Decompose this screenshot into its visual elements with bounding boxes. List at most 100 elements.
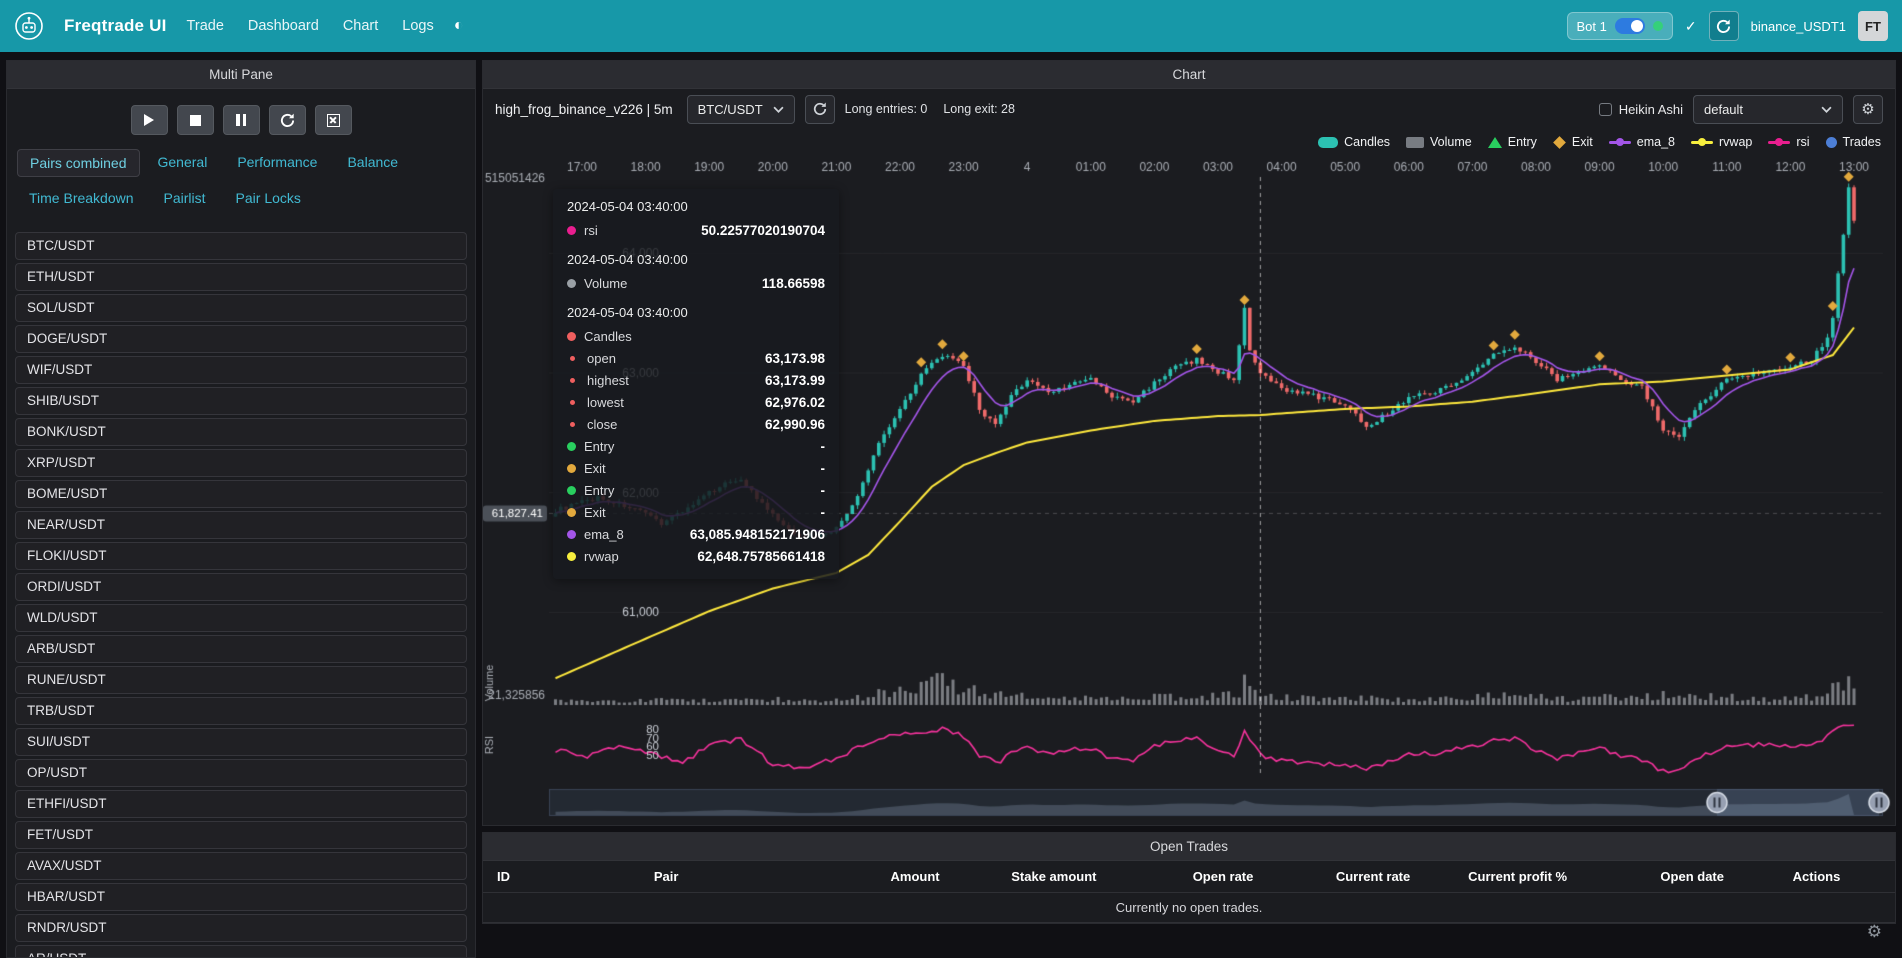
user-avatar[interactable]: FT: [1858, 11, 1888, 41]
triangle-swatch: [1487, 136, 1502, 148]
legend-label: Exit: [1571, 135, 1593, 149]
stop-button[interactable]: [176, 105, 214, 135]
bot-controls: [7, 89, 475, 145]
chart-legend: Candles Volume Entry Exit ema_8 rvwap rsi Trade…: [483, 129, 1895, 155]
pair-list-item-sol-usdt[interactable]: SOL/USDT: [15, 294, 467, 322]
tab-general[interactable]: General: [157, 154, 208, 170]
price-chart-canvas[interactable]: [483, 155, 1897, 827]
pair-list-item-arb-usdt[interactable]: ARB/USDT: [15, 635, 467, 663]
sidebar-tabs: Pairs combined General Performance Balance …: [7, 145, 475, 225]
tab-balance[interactable]: Balance: [347, 154, 399, 170]
nav-link-logs[interactable]: Logs: [402, 18, 434, 34]
pair-list-item-op-usdt[interactable]: OP/USDT: [15, 759, 467, 787]
pair-list-item-bonk-usdt[interactable]: BONK/USDT: [15, 418, 467, 446]
col-id: ID: [497, 869, 510, 884]
chart-toolbar: high_frog_binance_v226 | 5m BTC/USDT Lon…: [483, 89, 1895, 129]
legend-entry[interactable]: Entry: [1487, 135, 1537, 149]
pair-list-item-eth-usdt[interactable]: ETH/USDT: [15, 263, 467, 291]
nav-link-chart[interactable]: Chart: [342, 18, 379, 34]
bot-toggle[interactable]: [1614, 18, 1645, 34]
open-trades-title: Open Trades: [483, 833, 1895, 861]
pair-list-item-trb-usdt[interactable]: TRB/USDT: [15, 697, 467, 725]
reload-config-button[interactable]: [268, 105, 306, 135]
pair-select-value: BTC/USDT: [697, 101, 763, 117]
diamond-swatch: [1553, 135, 1566, 149]
check-icon: ✓: [1684, 17, 1697, 34]
pair-list-item-wif-usdt[interactable]: WIF/USDT: [15, 356, 467, 384]
legend-rsi[interactable]: rsi: [1768, 135, 1810, 149]
pair-list-item-rndr-usdt[interactable]: RNDR/USDT: [15, 914, 467, 942]
long-exits-label: Long exit: 28: [943, 102, 1015, 116]
col-amount: Amount: [890, 869, 940, 884]
table-row: Currently no open trades.: [483, 892, 1895, 923]
pair-list-item-ethfi-usdt[interactable]: ETHFI/USDT: [15, 790, 467, 818]
pair-list-item-avax-usdt[interactable]: AVAX/USDT: [15, 852, 467, 880]
reload-icon: [280, 113, 294, 127]
line-swatch: [1608, 138, 1631, 146]
pair-list-item-shib-usdt[interactable]: SHIB/USDT: [15, 387, 467, 415]
pair-list-item-rune-usdt[interactable]: RUNE/USDT: [15, 666, 467, 694]
play-icon: [144, 114, 154, 126]
plot-config-select[interactable]: default: [1693, 94, 1843, 124]
pair-list-item-xrp-usdt[interactable]: XRP/USDT: [15, 449, 467, 477]
bot-selector[interactable]: Bot 1: [1566, 12, 1673, 40]
pair-list-item-sui-usdt[interactable]: SUI/USDT: [15, 728, 467, 756]
pair-list-item-wld-usdt[interactable]: WLD/USDT: [15, 604, 467, 632]
exchange-label: binance_USDT1: [1750, 18, 1846, 34]
pair-list-item-hbar-usdt[interactable]: HBAR/USDT: [15, 883, 467, 911]
legend-label: Trades: [1842, 135, 1881, 149]
legend-trades[interactable]: Trades: [1825, 135, 1881, 149]
pair-list-item-btc-usdt[interactable]: BTC/USDT: [15, 232, 467, 260]
chart-refresh-button[interactable]: [804, 94, 835, 124]
open-trades-panel: Open Trades ID Pair Amount Stake amount Open…: [482, 832, 1896, 924]
cancel-orders-button[interactable]: [314, 105, 352, 135]
legend-exit[interactable]: Exit: [1553, 135, 1593, 149]
col-stake-amount: Stake amount: [1011, 869, 1097, 884]
pair-list-item-floki-usdt[interactable]: FLOKI/USDT: [15, 542, 467, 570]
pair-list-item-ar-usdt[interactable]: AR/USDT: [15, 945, 467, 957]
line-swatch: [1691, 138, 1713, 146]
legend-label: Volume: [1430, 135, 1472, 149]
pair-list-item-ordi-usdt[interactable]: ORDI/USDT: [15, 573, 467, 601]
bot-name: Bot 1: [1576, 18, 1607, 34]
col-actions: Actions: [1792, 869, 1841, 884]
pair-select[interactable]: BTC/USDT: [686, 94, 795, 124]
strategy-label: high_frog_binance_v226 | 5m: [495, 101, 673, 117]
pair-list-item-fet-usdt[interactable]: FET/USDT: [15, 821, 467, 849]
tab-pair-locks[interactable]: Pair Locks: [235, 190, 301, 206]
refresh-icon: [813, 102, 826, 116]
theme-toggle-icon[interactable]: ◐: [453, 17, 464, 34]
gear-icon: ⚙: [1861, 101, 1875, 118]
legend-label: Entry: [1507, 135, 1537, 149]
empty-trades-message: Currently no open trades.: [483, 892, 1895, 923]
tab-time-breakdown[interactable]: Time Breakdown: [29, 190, 134, 206]
checkbox-box[interactable]: [1598, 102, 1612, 116]
legend-candles[interactable]: Candles: [1318, 135, 1390, 149]
legend-rvwap[interactable]: rvwap: [1691, 135, 1752, 149]
tab-pairlist[interactable]: Pairlist: [163, 190, 206, 206]
chart-title: Chart: [483, 61, 1895, 89]
heikin-ashi-checkbox[interactable]: Heikin Ashi: [1598, 102, 1683, 117]
legend-ema-8[interactable]: ema_8: [1608, 135, 1675, 149]
col-open-rate: Open rate: [1192, 869, 1254, 884]
legend-label: Candles: [1344, 135, 1391, 149]
pair-list-item-near-usdt[interactable]: NEAR/USDT: [15, 511, 467, 539]
multi-pane-title: Multi Pane: [7, 61, 475, 89]
nav-link-dashboard[interactable]: Dashboard: [247, 18, 319, 34]
plot-config-value: default: [1704, 101, 1744, 117]
plot-settings-button[interactable]: ⚙: [1853, 94, 1883, 124]
pair-list-item-bome-usdt[interactable]: BOME/USDT: [15, 480, 467, 508]
open-trades-table: ID Pair Amount Stake amount Open rate Current…: [483, 861, 1895, 923]
play-button[interactable]: [130, 105, 168, 135]
rect-swatch: [1406, 136, 1425, 148]
pair-list-item-doge-usdt[interactable]: DOGE/USDT: [15, 325, 467, 353]
nav-link-trade[interactable]: Trade: [186, 18, 224, 34]
tab-pairs-combined[interactable]: Pairs combined: [17, 149, 140, 177]
page-settings-gear-icon[interactable]: ⚙: [1866, 922, 1882, 941]
freqtrade-logo-icon[interactable]: [14, 11, 44, 41]
col-current-profit-: Current profit %: [1468, 869, 1568, 884]
pause-button[interactable]: [222, 105, 260, 135]
global-refresh-button[interactable]: [1708, 11, 1739, 41]
legend-volume[interactable]: Volume: [1406, 135, 1472, 149]
tab-performance[interactable]: Performance: [237, 154, 318, 170]
